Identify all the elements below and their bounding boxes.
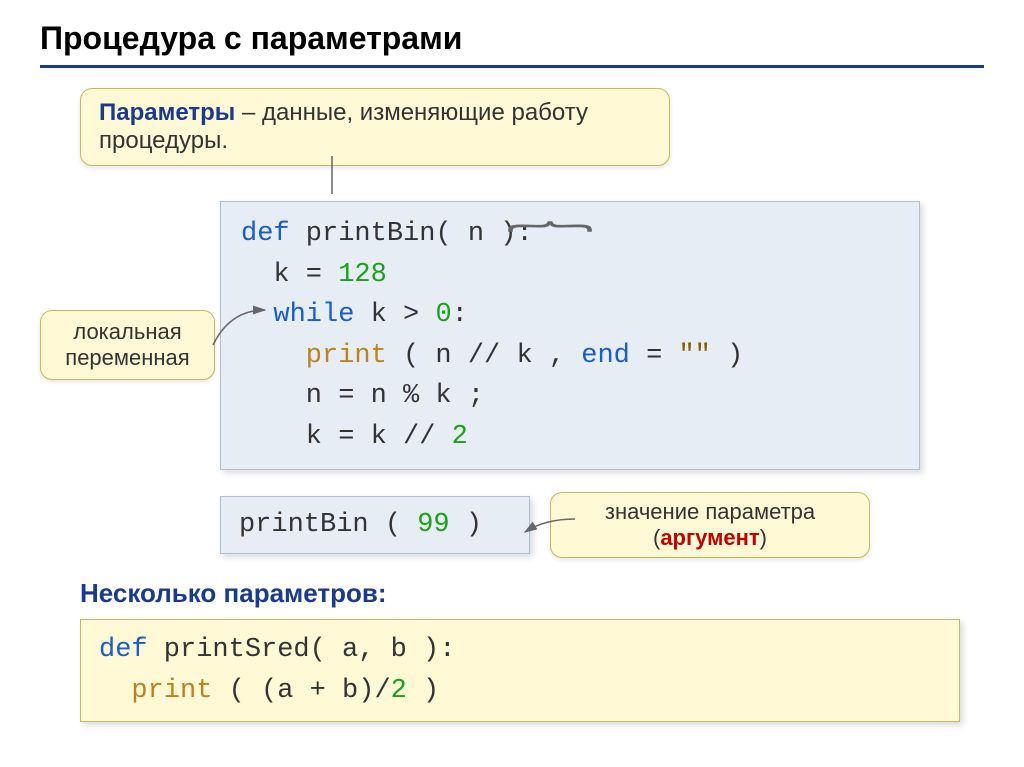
callout-bold: Параметры — [99, 99, 235, 126]
call-row: printBin ( 99 ) значение параметра (аргу… — [220, 492, 984, 558]
multi-param-code-block: def printSred( a, b ): print ( (a + b)/2… — [80, 619, 960, 722]
call-code-block: printBin ( 99 ) — [220, 496, 530, 555]
arg-label-line1: значение параметра — [565, 499, 855, 525]
brace-pointer-arrow — [312, 156, 352, 206]
arg-label-line2: (аргумент) — [565, 525, 855, 551]
multiple-params-heading: Несколько параметров: — [80, 578, 984, 609]
local-variable-arrow — [205, 305, 275, 365]
page-title: Процедура с параметрами — [40, 20, 984, 68]
main-code-block: def printBin( n ): k = 128 while k > 0: … — [220, 201, 920, 470]
brace-icon: ︷ — [506, 182, 594, 240]
local-variable-callout: локальная переменная — [40, 310, 215, 380]
parameters-definition-callout: Параметры – данные, изменяющие работу пр… — [80, 88, 670, 166]
argument-callout: значение параметра (аргумент) — [550, 492, 870, 558]
argument-arrow — [520, 514, 580, 544]
